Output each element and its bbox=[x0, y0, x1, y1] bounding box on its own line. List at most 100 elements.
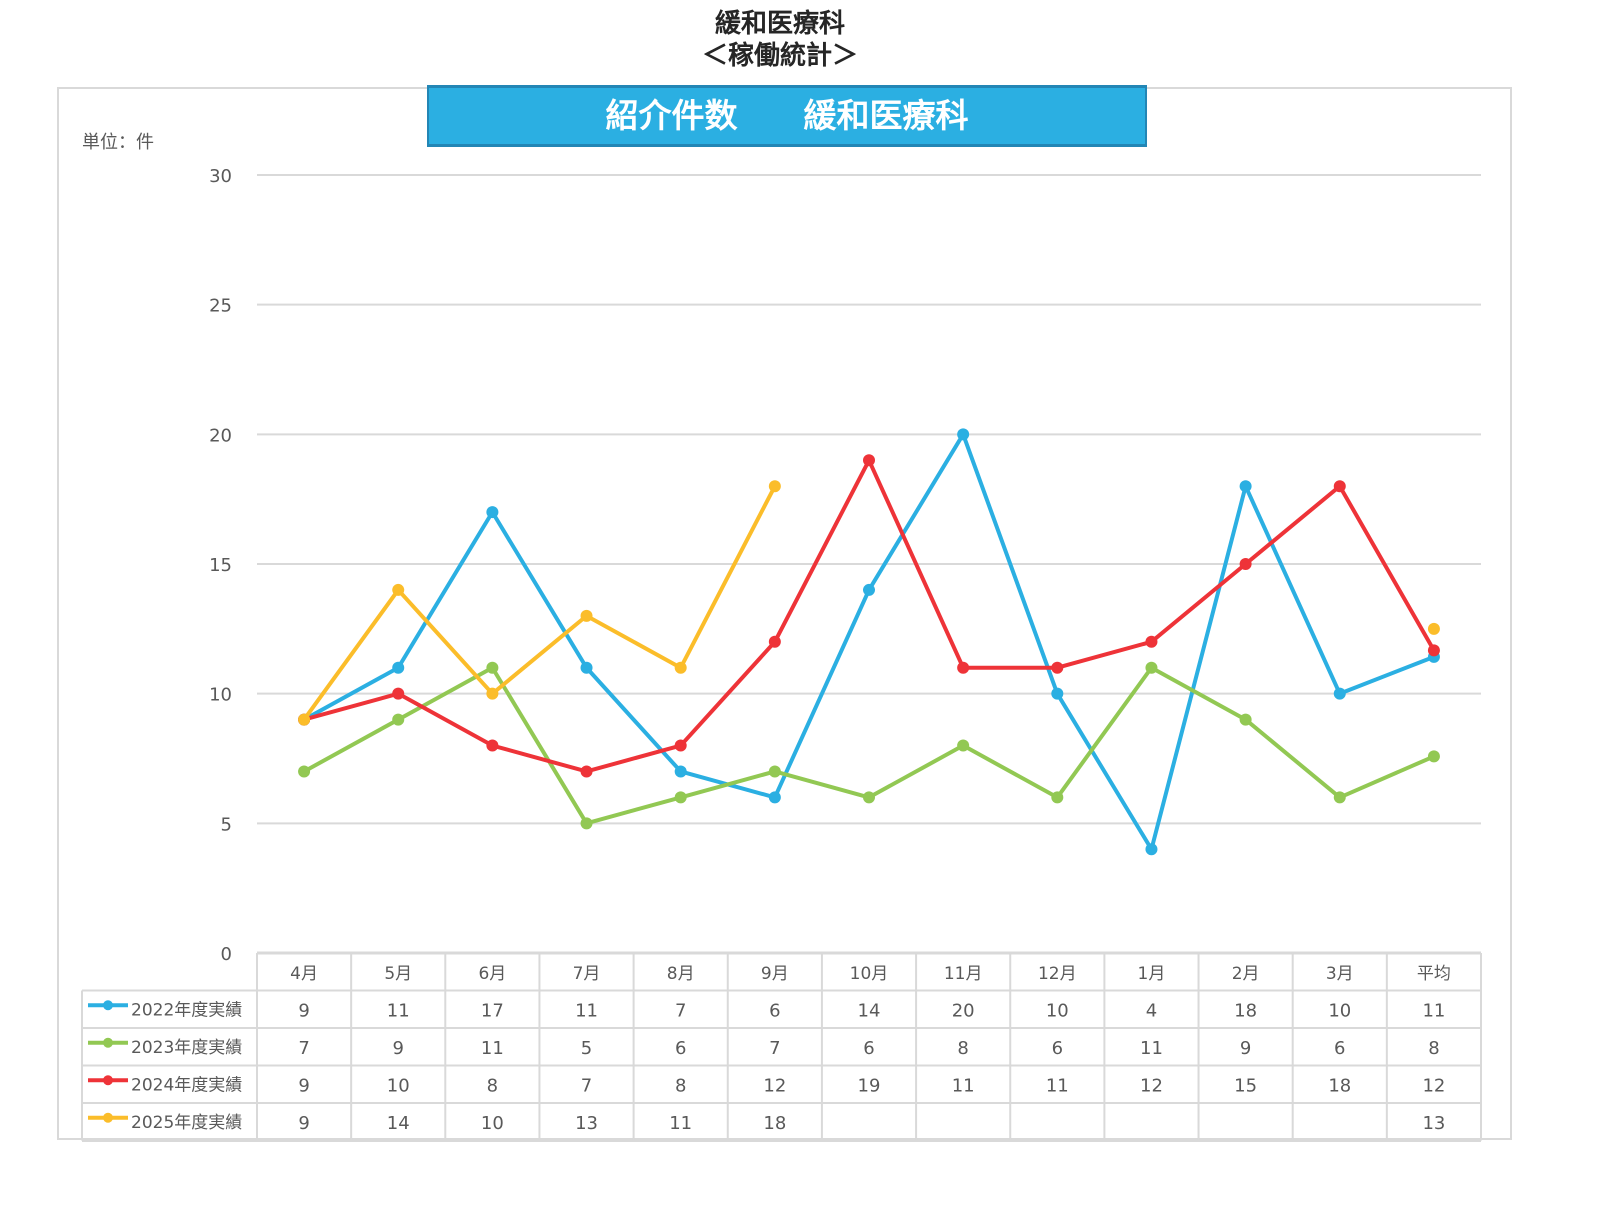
table-cell: 8 bbox=[675, 1075, 686, 1096]
data-point bbox=[957, 661, 970, 674]
table-cell: 9 bbox=[298, 1000, 309, 1021]
table-cell: 12 bbox=[763, 1075, 786, 1096]
data-point bbox=[392, 713, 405, 726]
table-cell: 20 bbox=[952, 1000, 975, 1021]
y-tick-label: 0 bbox=[221, 944, 232, 965]
data-point bbox=[392, 687, 405, 700]
table-cell: 4 bbox=[1146, 1000, 1157, 1021]
page-title: 緩和医療科 bbox=[714, 9, 845, 39]
data-point bbox=[298, 765, 311, 778]
data-point bbox=[486, 739, 499, 752]
table-cell: 9 bbox=[298, 1075, 309, 1096]
table-cell: 9 bbox=[393, 1038, 404, 1059]
table-cell: 10 bbox=[1046, 1000, 1069, 1021]
data-point bbox=[674, 739, 687, 752]
data-point bbox=[580, 817, 593, 830]
data-point bbox=[1051, 687, 1064, 700]
data-point bbox=[957, 428, 970, 441]
unit-label: 単位：件 bbox=[82, 132, 154, 153]
table-cell: 18 bbox=[1234, 1000, 1257, 1021]
data-point bbox=[1427, 644, 1440, 657]
data-point bbox=[1427, 622, 1440, 635]
x-tick-label: 6月 bbox=[478, 964, 506, 984]
data-point bbox=[580, 609, 593, 622]
data-point bbox=[1145, 635, 1158, 648]
data-point bbox=[1145, 661, 1158, 674]
data-point bbox=[768, 765, 781, 778]
x-tick-label: 5月 bbox=[384, 964, 412, 984]
data-point bbox=[1145, 843, 1158, 856]
table-cell: 18 bbox=[763, 1113, 786, 1134]
data-point bbox=[580, 661, 593, 674]
x-tick-label: 4月 bbox=[290, 964, 318, 984]
data-point bbox=[1239, 558, 1252, 570]
data-point bbox=[768, 791, 781, 804]
y-tick-label: 20 bbox=[209, 425, 232, 446]
data-point bbox=[486, 687, 499, 700]
x-tick-label: 12月 bbox=[1038, 964, 1077, 984]
x-tick-label: 11月 bbox=[944, 964, 983, 984]
table-cell: 10 bbox=[1328, 1000, 1351, 1021]
data-point bbox=[486, 661, 499, 674]
page-subtitle: ＜稼働統計＞ bbox=[701, 41, 858, 71]
data-point bbox=[1333, 791, 1346, 804]
table-cell: 12 bbox=[1140, 1075, 1163, 1096]
table-cell: 14 bbox=[387, 1113, 410, 1134]
table-cell: 10 bbox=[481, 1113, 504, 1134]
data-point bbox=[768, 480, 781, 493]
table-cell: 9 bbox=[298, 1113, 309, 1134]
y-tick-label: 15 bbox=[209, 555, 232, 576]
x-tick-label: 7月 bbox=[573, 964, 601, 984]
chart-title: 紹介件数 緩和医療科 bbox=[427, 85, 1147, 147]
data-point bbox=[863, 583, 875, 596]
legend-label: 2023年度実績 bbox=[131, 1038, 242, 1058]
data-point bbox=[1239, 713, 1252, 726]
table-cell: 14 bbox=[858, 1000, 881, 1021]
table-cell: 11 bbox=[669, 1113, 692, 1134]
data-point bbox=[768, 635, 781, 648]
x-tick-label: 2月 bbox=[1232, 964, 1260, 984]
table-cell: 11 bbox=[481, 1038, 504, 1059]
data-point bbox=[392, 583, 405, 596]
series-line bbox=[303, 458, 1436, 774]
y-tick-label: 5 bbox=[221, 814, 232, 835]
data-point bbox=[1427, 750, 1440, 763]
legend-marker bbox=[103, 1000, 113, 1011]
series-line bbox=[303, 432, 1435, 852]
table-cell: 8 bbox=[487, 1075, 498, 1096]
table-cell: 6 bbox=[1052, 1038, 1063, 1059]
table-cell: 6 bbox=[863, 1038, 874, 1059]
x-tick-label: 平均 bbox=[1417, 964, 1451, 984]
table-cell: 5 bbox=[581, 1038, 592, 1059]
y-tick-label: 30 bbox=[209, 166, 232, 187]
table-cell: 6 bbox=[769, 1000, 780, 1021]
table-cell: 6 bbox=[1334, 1038, 1345, 1059]
table-cell: 11 bbox=[1046, 1075, 1069, 1096]
table-cell: 18 bbox=[1328, 1075, 1351, 1096]
x-tick-label: 9月 bbox=[761, 964, 789, 984]
legend-label: 2025年度実績 bbox=[131, 1113, 242, 1133]
table-cell: 19 bbox=[858, 1075, 881, 1096]
legend-marker bbox=[103, 1075, 113, 1086]
table-cell: 6 bbox=[675, 1038, 686, 1059]
data-point bbox=[674, 765, 687, 778]
data-point bbox=[1333, 480, 1346, 493]
data-point bbox=[1051, 661, 1064, 674]
data-point bbox=[1239, 480, 1252, 493]
table-cell: 11 bbox=[952, 1075, 975, 1096]
y-tick-label: 10 bbox=[209, 685, 232, 706]
data-point bbox=[298, 713, 311, 726]
table-cell: 17 bbox=[481, 1000, 504, 1021]
data-point bbox=[863, 791, 875, 804]
table-cell: 8 bbox=[957, 1038, 968, 1059]
x-tick-label: 10月 bbox=[850, 964, 889, 984]
table-cell: 7 bbox=[675, 1000, 686, 1021]
data-point bbox=[1051, 791, 1064, 804]
x-tick-label: 8月 bbox=[667, 964, 695, 984]
data-point bbox=[1333, 687, 1346, 700]
table-cell: 10 bbox=[387, 1075, 410, 1096]
legend-marker bbox=[103, 1112, 113, 1123]
data-point bbox=[580, 765, 593, 778]
table-cell: 11 bbox=[1422, 1000, 1445, 1021]
